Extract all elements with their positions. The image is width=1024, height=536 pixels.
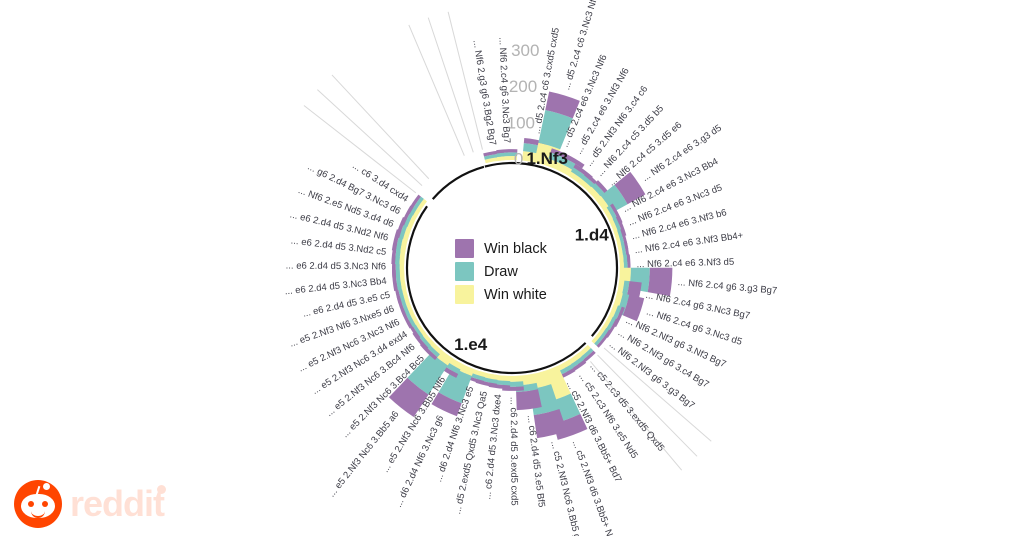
root-group-arc [484,161,619,337]
root-move-label: 1.d4 [575,225,610,244]
gridlines-group [303,11,712,471]
segment-win-black [553,413,588,440]
segment-win-black [647,267,673,297]
segment-win-black [563,153,585,169]
bar-category-label: ... c6 2.d4 d5 3.exd5 cxd5 [508,397,520,506]
legend-label: Draw [484,264,518,280]
segment-win-white [591,325,607,344]
reddit-watermark: reddit [14,480,167,528]
axis-tick-label: 300 [511,41,539,60]
segment-win-black [614,171,646,205]
bar-category-label: ... Nf6 2.g3 g6 3.Bg2 Bg7 [470,39,498,146]
segment-win-black [596,329,612,348]
axis-tick-label: 0 [514,150,523,169]
root-labels-group: 1.Nf3 1.d4 1.e4 [454,149,609,354]
reddit-alien-icon [14,480,62,528]
segment-win-black [496,149,518,154]
legend-label: Win white [484,287,547,303]
segment-draw [496,152,518,157]
bar-category-label: ... Nf6 2.c4 e6 3.Nf3 d5 [636,257,734,271]
segment-win-black [545,91,580,119]
segment-draw [538,110,573,150]
legend-label: Win black [484,241,548,257]
root-move-label: 1.e4 [454,335,488,354]
inner-arc-group [405,161,619,375]
segment-draw [594,327,610,346]
legend-group: Win black Draw Win white [455,239,548,304]
segment-draw [600,184,628,213]
segment-draw [438,367,472,404]
reddit-wordmark: reddit [70,483,167,524]
segment-win-black [533,408,567,439]
tick-labels-group: 0 100 200 300 [507,41,540,169]
segment-draw [409,196,424,216]
segment-win-white [497,156,518,161]
axis-tick-label: 100 [507,113,535,132]
bar-category-label: ... e6 2.d4 d5 3.Nc3 Nf6 [286,261,386,273]
bar-category-label: ... Nf6 2.c4 g6 3.g3 Bg7 [677,277,777,297]
legend-swatch [455,285,474,304]
segment-win-black [516,389,542,411]
root-group-arc [405,205,587,375]
legend-swatch [455,262,474,281]
segment-win-white [413,198,428,218]
bars-group [388,91,673,440]
axis-tick-label: 200 [509,77,537,96]
segment-win-black [388,377,429,418]
segment-win-black [431,392,462,417]
legend-swatch [455,239,474,258]
bar-category-label: ... Nf6 2.c4 g6 3.Nc3 Bg7 [496,37,512,144]
root-move-label: 1.Nf3 [526,149,568,168]
root-group-arc [431,165,485,200]
bar-category-label: ... d6 2.d4 Nf6 3.Nc3 g6 [393,414,446,509]
segment-win-black [406,194,422,214]
segment-draw [407,352,448,395]
segment-win-black [622,294,645,322]
